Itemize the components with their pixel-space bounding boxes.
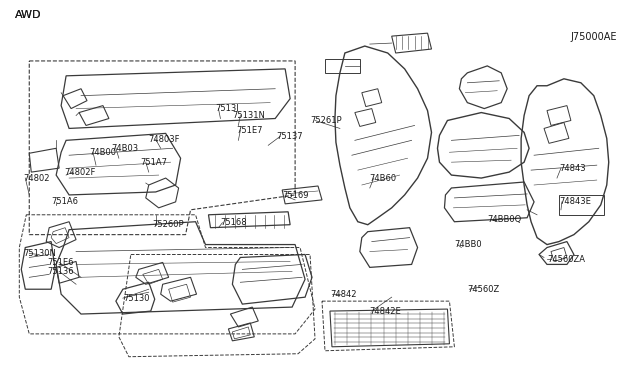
Text: 74843E: 74843E [559,198,591,206]
Text: 74842: 74842 [330,290,356,299]
Text: 74B00: 74B00 [89,148,116,157]
Text: 74843: 74843 [559,164,586,173]
Text: 75130: 75130 [123,294,149,303]
Text: 75260P: 75260P [153,220,184,229]
Text: 74842E: 74842E [370,307,401,315]
Text: 74560ZA: 74560ZA [547,255,585,264]
Text: 75130N: 75130N [23,249,56,258]
Text: 74802F: 74802F [64,168,95,177]
Text: 74B60: 74B60 [370,174,397,183]
Text: 75169: 75169 [282,192,308,201]
Text: 751A6: 751A6 [51,198,78,206]
Text: 75137: 75137 [276,132,303,141]
Text: 751E7: 751E7 [236,126,263,135]
Text: 74803F: 74803F [148,135,180,144]
Text: 75136: 75136 [47,267,74,276]
Text: 751A7: 751A7 [141,158,168,167]
Text: 74B03: 74B03 [111,144,138,153]
Text: 751E6: 751E6 [47,258,74,267]
Text: 74BB0: 74BB0 [454,240,482,249]
Text: AWD: AWD [15,10,42,20]
Text: 74BB0Q: 74BB0Q [487,215,522,224]
Text: 75168: 75168 [220,218,247,227]
Text: 7513I: 7513I [216,104,239,113]
Text: 75131N: 75131N [232,111,265,120]
Text: 75261P: 75261P [310,116,342,125]
Text: 74560Z: 74560Z [467,285,500,294]
Text: J75000AE: J75000AE [571,32,618,42]
Text: 74802: 74802 [23,174,50,183]
Text: AWD: AWD [15,10,42,20]
